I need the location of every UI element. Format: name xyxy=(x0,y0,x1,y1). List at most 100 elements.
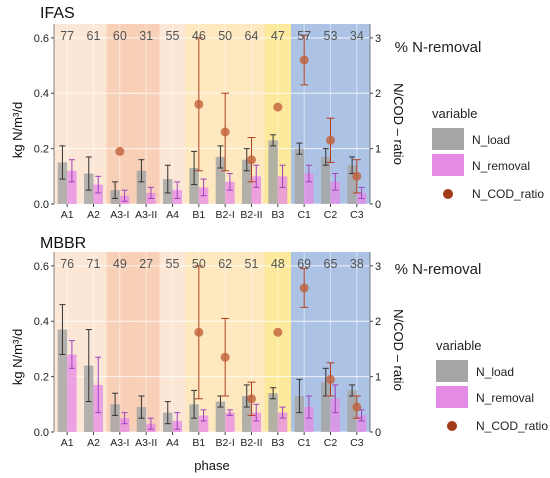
mbbr-xtick-B2-I: B2-I xyxy=(216,437,235,449)
ifas-ytick-right-2: 2 xyxy=(375,88,381,100)
ifas-point-n-cod-A3-I xyxy=(115,146,125,156)
mbbr-ytick-right-2: 2 xyxy=(375,316,381,328)
mbbr-removal-pct-A4: 55 xyxy=(166,257,180,271)
mbbr-point-n-cod-B3 xyxy=(273,327,283,337)
ifas-panel: 77A161A260A3-I31A3-II55A446B150B2-I64B2-… xyxy=(34,24,381,221)
ifas-ytick-right-3: 3 xyxy=(375,33,381,45)
ifas-ytick-left-0: 0.0 xyxy=(34,199,49,211)
ifas-bar-n-load-A3-II xyxy=(136,170,147,204)
ifas-legend-label-n-removal: N_removal xyxy=(472,159,530,173)
mbbr-legend-label-n-removal: N_removal xyxy=(476,391,534,405)
ifas-removal-label: % N-removal xyxy=(395,39,482,56)
ifas-bar-n-removal-C1 xyxy=(304,173,314,204)
ifas-bar-n-load-B3 xyxy=(268,140,278,204)
mbbr-legend-title: variable xyxy=(436,338,482,353)
ifas-point-n-cod-B2-II xyxy=(247,155,256,165)
mbbr-panel-title: MBBR xyxy=(40,235,86,252)
mbbr-xtick-B3: B3 xyxy=(271,437,284,449)
ifas-xtick-A4: A4 xyxy=(166,209,179,221)
mbbr-bar-n-removal-B2-I xyxy=(225,412,235,432)
mbbr-point-n-cod-B2-I xyxy=(220,352,230,362)
ifas-xtick-C3: C3 xyxy=(350,209,364,221)
mbbr-ytick-left-0.2: 0.2 xyxy=(34,372,49,384)
ifas-removal-pct-B3: 47 xyxy=(271,29,285,43)
mbbr-ytick-right-0: 0 xyxy=(375,427,381,439)
mbbr-removal-pct-C1: 69 xyxy=(297,257,311,271)
mbbr-point-n-cod-C1 xyxy=(299,283,309,293)
mbbr-bar-n-load-C1 xyxy=(294,396,305,432)
ifas-bar-n-load-C3 xyxy=(347,165,357,204)
mbbr-bar-n-load-C3 xyxy=(347,390,357,432)
ifas-bar-n-load-B1 xyxy=(189,168,199,204)
mbbr-ytick-left-0.4: 0.4 xyxy=(34,316,49,328)
ifas-legend-label-n-cod: N_COD_ratio xyxy=(472,187,544,201)
mbbr-legend-label-n-cod: N_COD_ratio xyxy=(476,419,548,433)
mbbr-ytick-left-0.6: 0.6 xyxy=(34,261,49,273)
ifas-removal-pct-A3-I: 60 xyxy=(113,29,127,43)
ifas-bar-n-removal-A1 xyxy=(67,170,77,204)
ifas-ylabel-right: N/COD – ratio xyxy=(391,83,406,165)
ifas-point-n-cod-C1 xyxy=(299,55,309,65)
mbbr-ytick-right-1: 1 xyxy=(375,372,381,384)
ifas-legend-swatch-n-load xyxy=(432,128,464,150)
ifas-xtick-C1: C1 xyxy=(297,209,311,221)
mbbr-xtick-B2-II: B2-II xyxy=(240,437,262,449)
mbbr-bar-n-load-B2-II xyxy=(242,396,252,432)
ifas-removal-pct-A3-II: 31 xyxy=(139,29,153,43)
ifas-point-n-cod-B3 xyxy=(273,102,283,112)
ifas-legend-swatch-n-removal xyxy=(432,154,464,176)
ifas-point-n-cod-B1 xyxy=(194,99,204,109)
ifas-removal-pct-B1: 46 xyxy=(192,29,206,43)
mbbr-legend-swatch-n-cod xyxy=(447,421,457,431)
ifas-legend-label-n-load: N_load xyxy=(472,133,510,147)
mbbr-removal-label: % N-removal xyxy=(395,261,482,278)
mbbr-removal-pct-C2: 65 xyxy=(324,257,338,271)
mbbr-removal-pct-B1: 50 xyxy=(192,257,206,271)
mbbr-legend-swatch-n-load xyxy=(436,360,468,382)
ifas-xtick-B3: B3 xyxy=(271,209,284,221)
mbbr-bar-n-load-B3 xyxy=(268,393,278,432)
mbbr-bar-n-load-A1 xyxy=(57,329,68,432)
ifas-point-n-cod-B2-I xyxy=(220,127,230,137)
mbbr-removal-pct-C3: 38 xyxy=(350,257,364,271)
mbbr-bar-n-removal-C2 xyxy=(330,398,340,432)
ifas-bar-n-load-B2-I xyxy=(215,156,226,204)
mbbr-bar-n-load-B2-I xyxy=(215,401,226,432)
ifas-bar-n-load-C2 xyxy=(321,156,331,204)
mbbr-bar-n-removal-A1 xyxy=(67,354,77,432)
ifas-bar-n-removal-B3 xyxy=(277,176,288,204)
ifas-removal-pct-A2: 61 xyxy=(87,29,101,43)
ifas-removal-pct-B2-I: 50 xyxy=(218,29,232,43)
ifas-removal-pct-C2: 53 xyxy=(324,29,338,43)
mbbr-point-n-cod-B2-II xyxy=(247,394,256,404)
ifas-removal-pct-B2-II: 64 xyxy=(245,29,259,43)
ifas-legend-swatch-n-cod xyxy=(443,189,453,199)
ifas-legend-title: variable xyxy=(432,106,478,121)
ifas-removal-pct-C1: 57 xyxy=(297,29,311,43)
mbbr-bar-n-removal-B2-II xyxy=(251,412,261,432)
mbbr-ytick-right-3: 3 xyxy=(375,261,381,273)
mbbr-xtick-A3-II: A3-II xyxy=(135,437,157,449)
mbbr-bar-n-removal-B3 xyxy=(277,412,288,432)
mbbr-point-n-cod-B1 xyxy=(194,327,204,337)
ifas-xtick-C2: C2 xyxy=(324,209,338,221)
ifas-ytick-left-0.2: 0.2 xyxy=(34,144,49,156)
ifas-point-n-cod-C3 xyxy=(352,171,362,181)
mbbr-xtick-A4: A4 xyxy=(166,437,179,449)
ifas-bar-n-removal-B2-II xyxy=(251,176,261,204)
ifas-xtick-A1: A1 xyxy=(61,209,74,221)
ifas-bar-n-load-B2-II xyxy=(242,159,252,204)
mbbr-bar-n-removal-C1 xyxy=(304,407,314,432)
mbbr-legend-swatch-n-removal xyxy=(436,386,468,408)
mbbr-removal-pct-B2-II: 51 xyxy=(245,257,259,271)
ifas-ytick-left-0.6: 0.6 xyxy=(34,33,49,45)
ifas-removal-pct-A4: 55 xyxy=(166,29,180,43)
ifas-xtick-A2: A2 xyxy=(87,209,100,221)
mbbr-bar-n-removal-A3-I xyxy=(119,418,130,432)
mbbr-removal-pct-A3-I: 49 xyxy=(113,257,127,271)
mbbr-legend: variable N_load N_removal N_COD_ratio xyxy=(436,338,548,433)
ifas-xtick-B2-II: B2-II xyxy=(240,209,262,221)
ifas-removal-pct-C3: 34 xyxy=(350,29,364,43)
ifas-xtick-A3-II: A3-II xyxy=(135,209,157,221)
